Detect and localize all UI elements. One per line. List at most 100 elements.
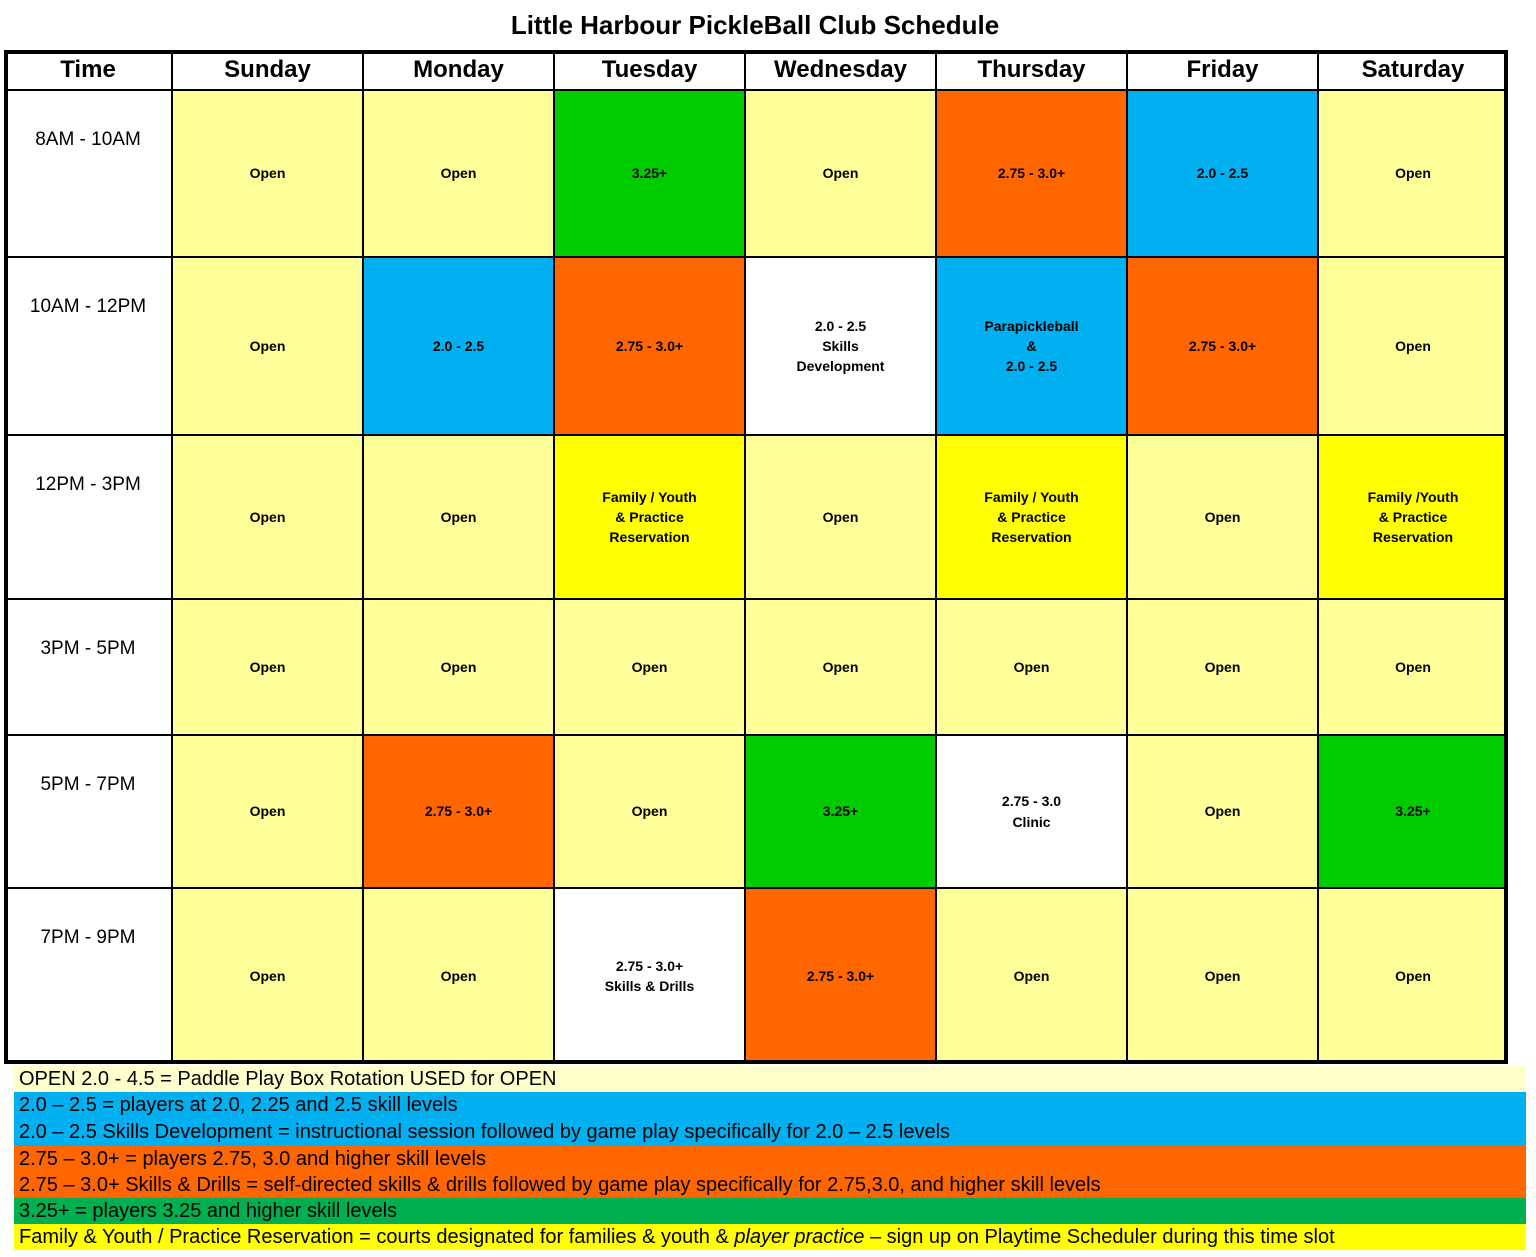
cell-text: Open — [822, 658, 859, 675]
schedule-cell: 2.75 - 3.0+ — [745, 888, 936, 1064]
schedule-cell: Open — [554, 599, 745, 735]
cell-text: Open — [1395, 658, 1431, 675]
time-label: 8AM - 10AM — [4, 90, 172, 257]
cell-text: Open — [1013, 658, 1050, 675]
schedule-cell: 2.0 - 2.5 — [1127, 90, 1318, 257]
cell-text: Open — [631, 658, 668, 675]
schedule-cell: 2.75 - 3.0+ — [1127, 257, 1318, 435]
cell-text: 3.25+ — [631, 165, 668, 182]
schedule-cell: 3.25+ — [554, 90, 745, 257]
schedule-cell: Open — [172, 90, 363, 257]
column-header: Monday — [363, 50, 554, 90]
cell-text: Open — [1204, 658, 1241, 675]
schedule-cell: Open — [745, 90, 936, 257]
cell-text: Open — [1204, 508, 1241, 525]
legend-text: 3.25+ = players 3.25 and higher skill le… — [19, 1199, 398, 1222]
cell-text: 2.0 - 2.5 — [1005, 358, 1058, 375]
cell-text: 3.25+ — [1395, 803, 1431, 820]
column-header: Time — [4, 50, 172, 90]
time-label: 7PM - 9PM — [4, 888, 172, 1064]
cell-text: 2.75 - 3.0+ — [806, 967, 875, 984]
cell-text: Parapickleball — [984, 317, 1079, 334]
legend-text: 2.0 – 2.5 = players at 2.0, 2.25 and 2.5… — [19, 1094, 458, 1116]
cell-text: & — [1026, 337, 1037, 354]
schedule-cell: Open — [1127, 435, 1318, 599]
time-label: 5PM - 7PM — [4, 735, 172, 888]
column-header: Thursday — [936, 50, 1127, 90]
schedule-cell: Open — [1127, 888, 1318, 1064]
schedule-cell: 2.0 - 2.5 Skills Development — [745, 257, 936, 435]
column-header: Saturday — [1318, 50, 1508, 90]
cell-text: Open — [440, 165, 477, 182]
schedule-cell: Open — [1127, 735, 1318, 888]
cell-text: Reservation — [991, 529, 1072, 546]
cell-text: Open — [249, 967, 286, 984]
schedule-cell: Open — [745, 435, 936, 599]
schedule-cell: 2.75 - 3.0+ — [936, 90, 1127, 257]
schedule-cell: Open — [936, 888, 1127, 1064]
cell-text: Development — [796, 358, 885, 375]
cell-text: Open — [822, 508, 859, 525]
cell-text: Open — [249, 165, 286, 182]
schedule-cell: Open — [1318, 888, 1508, 1064]
cell-text: Open — [440, 967, 477, 984]
schedule-cell: 2.0 - 2.5 — [363, 257, 554, 435]
cell-text: 2.75 - 3.0+ — [615, 337, 684, 354]
schedule-cell: Open — [1318, 90, 1508, 257]
schedule-cell: Family / Youth & Practice Reservation — [936, 435, 1127, 599]
legend-row: 2.0 – 2.5 = players at 2.0, 2.25 and 2.5… — [14, 1092, 1526, 1119]
schedule-cell: Open — [172, 257, 363, 435]
cell-text: 2.75 - 3.0 — [1001, 793, 1062, 810]
legend-text: OPEN 2.0 - 4.5 = Paddle Play Box Rotatio… — [19, 1067, 557, 1090]
cell-text: 2.0 - 2.5 — [814, 317, 867, 334]
schedule-cell: Open — [363, 599, 554, 735]
title: Little Harbour PickleBall Club Schedule — [510, 10, 1000, 40]
legend-row: 2.0 – 2.5 Skills Development = instructi… — [14, 1119, 1526, 1146]
schedule-cell: Parapickleball & 2.0 - 2.5 — [936, 257, 1127, 435]
schedule-cell: Open — [936, 599, 1127, 735]
cell-text: Open — [249, 508, 286, 525]
cell-text: Open — [1395, 967, 1431, 984]
legend-row: 2.75 – 3.0+ = players 2.75, 3.0 and high… — [14, 1146, 1526, 1172]
schedule-cell: Open — [172, 888, 363, 1064]
cell-text: 2.0 - 2.5 — [1196, 165, 1249, 182]
schedule-cell: Open — [1318, 599, 1508, 735]
legend-row: 2.75 – 3.0+ Skills & Drills = self-direc… — [14, 1172, 1526, 1198]
cell-text: Skills — [822, 337, 859, 354]
cell-text: 3.25+ — [822, 803, 859, 820]
cell-text: Skills & Drills — [604, 978, 695, 994]
cell-text: Open — [1395, 165, 1431, 182]
schedule-cell: Open — [172, 599, 363, 735]
schedule-cell: 3.25+ — [1318, 735, 1508, 888]
cell-text: & Practice — [1378, 508, 1448, 525]
schedule-cell: Open — [172, 435, 363, 599]
schedule-cell: 3.25+ — [745, 735, 936, 888]
cell-text: Open — [249, 658, 286, 675]
column-header: Friday — [1127, 50, 1318, 90]
schedule-cell: 2.75 - 3.0 Clinic — [936, 735, 1127, 888]
schedule-cell: Open — [363, 435, 554, 599]
cell-text: Open — [1395, 337, 1431, 354]
cell-text: 2.75 - 3.0+ — [615, 957, 684, 974]
cell-text: Open — [249, 803, 286, 820]
cell-text: Open — [440, 508, 477, 525]
cell-text: Family / Youth — [984, 488, 1079, 505]
schedule-cell: Family / Youth & Practice Reservation — [554, 435, 745, 599]
legend-row: 3.25+ = players 3.25 and higher skill le… — [14, 1198, 1526, 1224]
cell-text: Family /Youth — [1367, 488, 1459, 505]
schedule-cell: 2.75 - 3.0+ — [554, 257, 745, 435]
legend-text: 2.75 – 3.0+ Skills & Drills = self-direc… — [19, 1173, 1101, 1196]
cell-text: Open — [1204, 803, 1241, 820]
schedule-cell: Open — [172, 735, 363, 888]
time-label: 12PM - 3PM — [4, 435, 172, 599]
schedule-cell: 2.75 - 3.0+ Skills & Drills — [554, 888, 745, 1064]
time-label: 10AM - 12PM — [4, 257, 172, 435]
cell-text: Open — [1013, 967, 1050, 984]
legend-text: Family & Youth / Practice Reservation = … — [19, 1225, 735, 1248]
cell-text: Open — [440, 658, 477, 675]
schedule-cell: Open — [745, 599, 936, 735]
column-header: Tuesday — [554, 50, 745, 90]
cell-text: 2.0 - 2.5 — [432, 337, 485, 354]
column-header: Wednesday — [745, 50, 936, 90]
